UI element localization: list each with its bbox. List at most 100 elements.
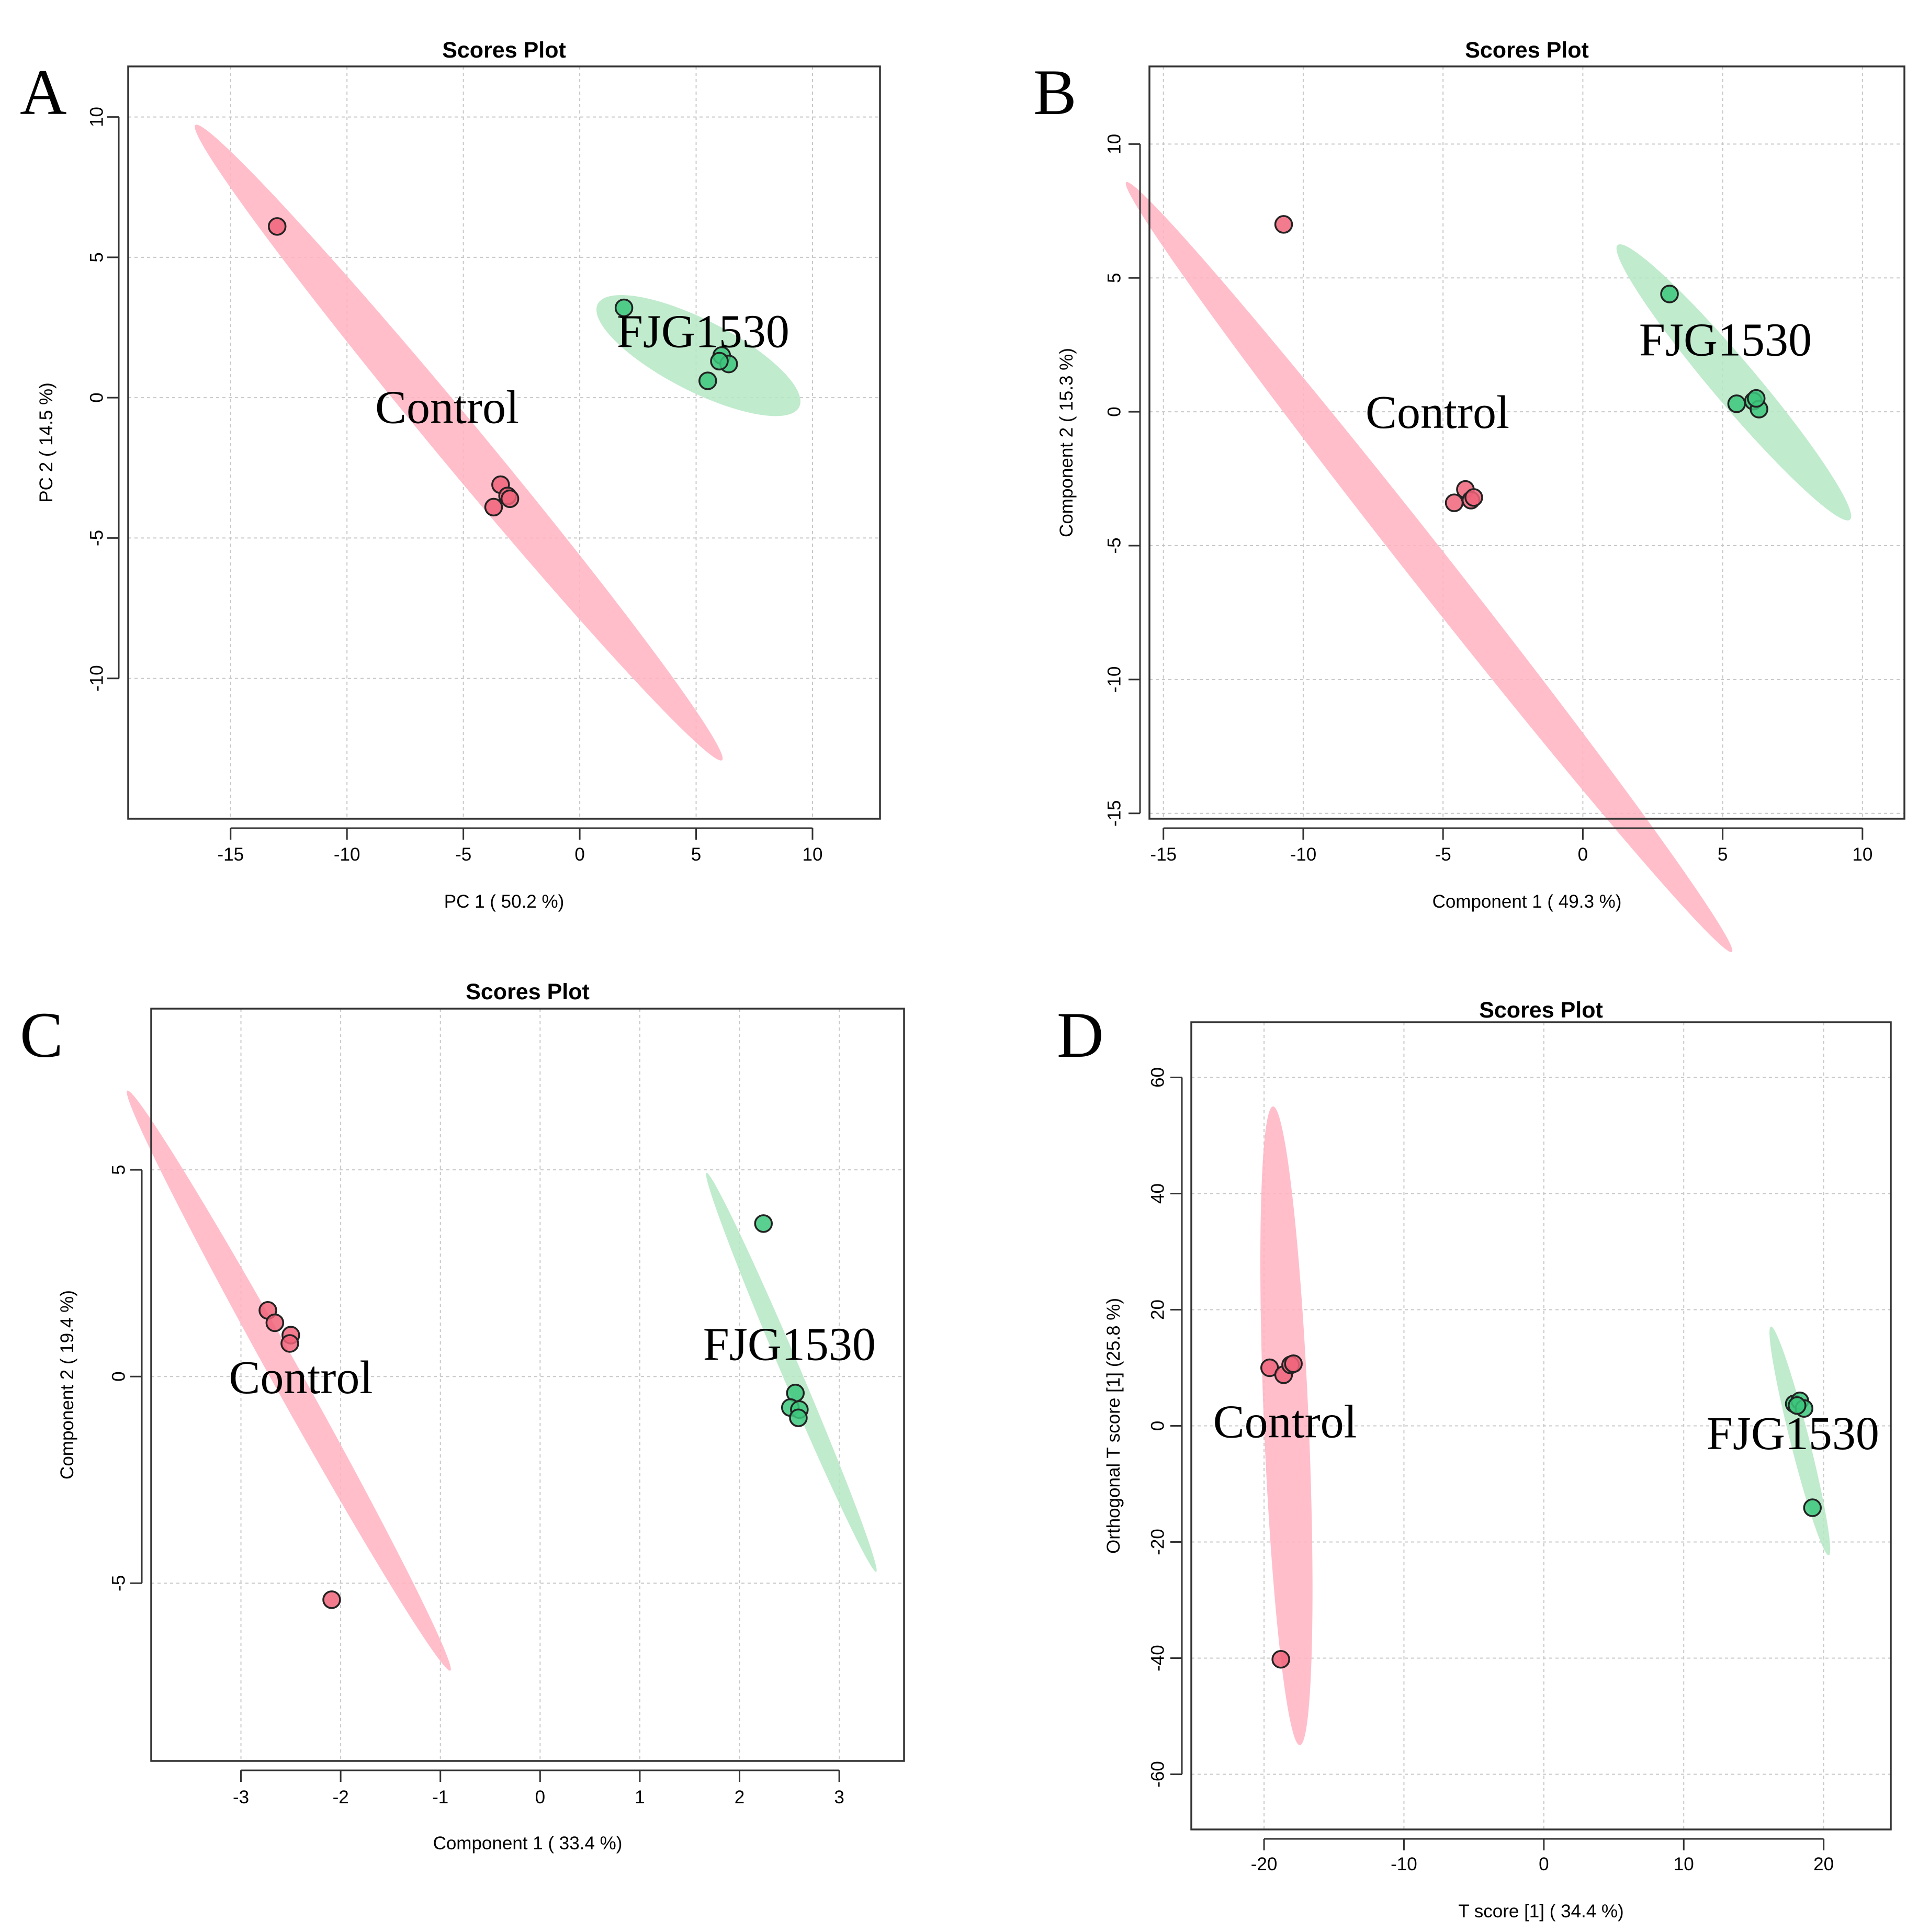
plot-frame-d bbox=[1190, 1021, 1892, 1831]
point-fjg1530-a-5 bbox=[710, 352, 729, 371]
y-tick-label: 40 bbox=[1148, 1183, 1168, 1204]
x-tick-label: -10 bbox=[1391, 1854, 1417, 1874]
panel-c: C Scores Plot Control FJG1530 -3 -2 -1 0 1 2 3 -5 0 5… bbox=[20, 979, 905, 1854]
y-axis-label-b: Component 2 ( 15.3 %) bbox=[1056, 348, 1077, 537]
group-label-control-b: Control bbox=[1366, 387, 1509, 438]
x-tick-label: -5 bbox=[1435, 844, 1451, 865]
y-axis-label-c: Component 2 ( 19.4 %) bbox=[57, 1290, 77, 1479]
y-tick-label: 0 bbox=[109, 1371, 129, 1381]
x-tick-label: 0 bbox=[535, 1787, 545, 1807]
x-tick-label: -15 bbox=[217, 844, 244, 865]
x-tick-label: 3 bbox=[834, 1787, 844, 1807]
panel-letter-d: D bbox=[1057, 999, 1104, 1071]
y-tick-label: -5 bbox=[109, 1575, 129, 1591]
point-fjg1530-a-1 bbox=[614, 298, 634, 318]
panel-letter-c: C bbox=[20, 999, 63, 1071]
y-tick-label: 60 bbox=[1148, 1067, 1168, 1088]
y-tick-label: 10 bbox=[1104, 134, 1125, 154]
point-control-c-2 bbox=[265, 1313, 285, 1332]
x-tick-label: -5 bbox=[455, 844, 471, 865]
panel-letter-b: B bbox=[1033, 57, 1077, 128]
group-label-control-c: Control bbox=[229, 1352, 373, 1404]
ellipse-fjg1530-a bbox=[596, 295, 800, 416]
point-fjg1530-c-1 bbox=[754, 1214, 773, 1233]
ellipse-control-c bbox=[127, 1090, 451, 1671]
point-control-a-5 bbox=[500, 489, 520, 509]
ellipse-fjg1530-b bbox=[1616, 244, 1852, 521]
point-control-d-4 bbox=[1284, 1354, 1303, 1373]
x-tick-label: 10 bbox=[803, 844, 823, 865]
x-tick-label: 2 bbox=[735, 1787, 744, 1807]
group-label-fjg1530-c: FJG1530 bbox=[703, 1319, 876, 1371]
y-tick-label: -40 bbox=[1148, 1645, 1168, 1671]
x-axis-label-b: Component 1 ( 49.3 %) bbox=[1432, 891, 1622, 912]
panel-a: A Scores Plot Control FJG1530 -15 -10 -5 0 5 10 -1… bbox=[20, 38, 881, 912]
point-control-a-4 bbox=[484, 498, 503, 517]
y-tick-label: -15 bbox=[1104, 800, 1125, 827]
point-control-c-4 bbox=[280, 1334, 299, 1353]
x-tick-label: 20 bbox=[1813, 1854, 1834, 1874]
point-fjg1530-c-5 bbox=[789, 1408, 808, 1427]
plot-title-d: Scores Plot bbox=[1479, 998, 1603, 1023]
point-control-a-1 bbox=[267, 217, 287, 236]
group-label-fjg1530-a: FJG1530 bbox=[617, 306, 789, 358]
x-axis-label-d: T score [1] ( 34.4 %) bbox=[1458, 1901, 1623, 1922]
x-tick-label: 5 bbox=[691, 844, 701, 865]
ellipse-fjg1530-d bbox=[1769, 1326, 1831, 1555]
point-control-b-1 bbox=[1274, 215, 1293, 234]
y-tick-label: 5 bbox=[1104, 273, 1125, 283]
x-tick-label: 5 bbox=[1718, 844, 1728, 865]
panel-letter-a: A bbox=[20, 57, 67, 128]
panel-b: B Scores Plot Control FJG1530 -15 -10 -5 0 5 10 -1… bbox=[1033, 38, 1905, 953]
point-control-d-5 bbox=[1271, 1649, 1290, 1669]
ellipse-fjg1530-c bbox=[706, 1172, 877, 1572]
x-tick-label: -3 bbox=[233, 1787, 249, 1807]
point-fjg1530-a-4 bbox=[698, 371, 717, 390]
point-fjg1530-d-4 bbox=[1788, 1396, 1807, 1415]
x-axis-label-a: PC 1 ( 50.2 %) bbox=[444, 891, 565, 912]
x-tick-label: -10 bbox=[1290, 844, 1317, 865]
group-label-control-a: Control bbox=[375, 381, 519, 433]
y-tick-label: -10 bbox=[1104, 666, 1125, 693]
x-tick-label: -20 bbox=[1251, 1854, 1278, 1874]
x-tick-label: -1 bbox=[432, 1787, 448, 1807]
x-tick-label: 0 bbox=[1539, 1854, 1549, 1874]
group-label-fjg1530-b: FJG1530 bbox=[1639, 314, 1812, 366]
y-tick-label: -5 bbox=[87, 530, 107, 546]
y-tick-label: 10 bbox=[87, 107, 107, 127]
plot-title-b: Scores Plot bbox=[1465, 38, 1589, 63]
x-tick-label: 0 bbox=[574, 844, 584, 865]
y-tick-label: -10 bbox=[87, 665, 107, 692]
plot-title-c: Scores Plot bbox=[466, 979, 590, 1004]
x-tick-label: -2 bbox=[333, 1787, 349, 1807]
plot-frame-a bbox=[127, 65, 881, 820]
plot-frame-c bbox=[150, 1008, 905, 1762]
ellipse-control-b bbox=[1125, 182, 1733, 953]
point-control-c-5 bbox=[322, 1590, 341, 1609]
ellipse-control-a bbox=[195, 125, 723, 761]
panel-d: D Scores Plot Control FJG1530 -20 -10 0 10 20 -60… bbox=[1057, 998, 1892, 1922]
y-axis-label-d: Orthogonal T score [1] (25.8 %) bbox=[1103, 1298, 1124, 1554]
point-control-b-5 bbox=[1464, 488, 1483, 507]
y-axis-label-a: PC 2 ( 14.5 %) bbox=[36, 382, 57, 503]
y-tick-label: 5 bbox=[87, 252, 107, 262]
x-tick-label: -15 bbox=[1150, 844, 1177, 865]
y-tick-label: 5 bbox=[109, 1165, 129, 1174]
ellipse-control-d bbox=[1260, 1106, 1313, 1745]
x-axis-label-c: Component 1 ( 33.4 %) bbox=[433, 1833, 623, 1854]
point-fjg1530-b-5 bbox=[1746, 389, 1766, 408]
x-tick-label: 1 bbox=[635, 1787, 645, 1807]
point-fjg1530-b-1 bbox=[1660, 285, 1679, 303]
group-label-control-d: Control bbox=[1213, 1396, 1357, 1448]
plot-title-a: Scores Plot bbox=[442, 38, 566, 63]
y-tick-label: -60 bbox=[1148, 1761, 1168, 1788]
y-tick-label: -5 bbox=[1104, 537, 1125, 553]
y-tick-label: 0 bbox=[87, 392, 107, 402]
x-tick-label: 10 bbox=[1674, 1854, 1694, 1874]
point-fjg1530-b-2 bbox=[1727, 394, 1746, 413]
y-tick-label: 0 bbox=[1148, 1421, 1168, 1431]
y-tick-label: -20 bbox=[1148, 1529, 1168, 1555]
plot-frame-b bbox=[1148, 65, 1905, 820]
x-tick-label: -10 bbox=[334, 844, 360, 865]
